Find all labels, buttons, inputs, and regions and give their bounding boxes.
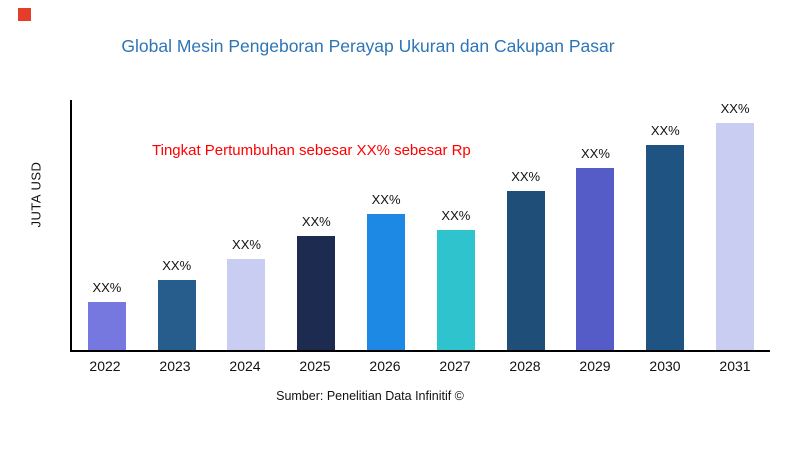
x-tick-2023: 2023	[159, 358, 191, 374]
brand-square-icon	[18, 8, 31, 21]
source-text: Sumber: Penelitian Data Infinitif ©	[276, 389, 464, 403]
bar-value-label-2025: XX%	[301, 214, 331, 230]
bar-column-2029: XX%	[561, 100, 631, 350]
bar-2027	[436, 229, 475, 350]
bar-2022	[87, 302, 126, 350]
bar-2030	[646, 145, 685, 350]
bar-2025	[297, 236, 336, 350]
x-tick-2028: 2028	[509, 358, 541, 374]
bar-2023	[157, 279, 196, 350]
chart-title: Global Mesin Pengeboran Perayap Ukuran d…	[121, 36, 615, 56]
x-axis-labels: 2022 2023 2024 2025 2026 2027 2028 2029 2030 2031	[70, 358, 770, 374]
x-tick-2030: 2030	[649, 358, 681, 374]
bar-value-label-2031: XX%	[720, 100, 750, 116]
bar-value-label-2029: XX%	[581, 146, 610, 162]
bar-value-label-2028: XX%	[511, 168, 541, 184]
bar-column-2022: XX%	[72, 100, 142, 350]
y-axis-label: JUTA USD	[28, 161, 44, 228]
x-tick-2029: 2029	[579, 358, 611, 374]
bar-2031	[716, 122, 755, 350]
bar-value-label-2026: XX%	[371, 191, 401, 207]
bar-column-2028: XX%	[491, 100, 561, 350]
bar-column-2025: XX%	[281, 100, 351, 350]
x-tick-2022: 2022	[89, 358, 121, 374]
x-tick-2027: 2027	[439, 358, 471, 374]
x-tick-2024: 2024	[229, 358, 261, 374]
bar-value-label-2023: XX%	[162, 257, 192, 273]
bars-container: XX% XX% XX% XX% XX% XX% XX% XX% XX% XX%	[72, 100, 770, 350]
bar-column-2030: XX%	[630, 100, 700, 350]
bar-value-label-2030: XX%	[650, 123, 680, 139]
bar-column-2027: XX%	[421, 100, 491, 350]
growth-annotation: Tingkat Pertumbuhan sebesar XX% sebesar …	[152, 142, 471, 159]
x-tick-2031: 2031	[719, 358, 751, 374]
bar-value-label-2027: XX%	[441, 207, 471, 223]
bar-2029	[576, 168, 615, 350]
bar-2028	[506, 190, 545, 350]
bar-column-2026: XX%	[351, 100, 421, 350]
bar-value-label-2022: XX%	[92, 280, 122, 296]
bar-value-label-2024: XX%	[232, 237, 261, 253]
x-tick-2026: 2026	[369, 358, 401, 374]
bar-column-2024: XX%	[212, 100, 282, 350]
bar-column-2031: XX%	[700, 100, 770, 350]
bar-2024	[227, 259, 266, 350]
x-tick-2025: 2025	[299, 358, 331, 374]
bar-2026	[367, 213, 406, 350]
plot-area: Tingkat Pertumbuhan sebesar XX% sebesar …	[70, 100, 770, 352]
bar-column-2023: XX%	[142, 100, 212, 350]
